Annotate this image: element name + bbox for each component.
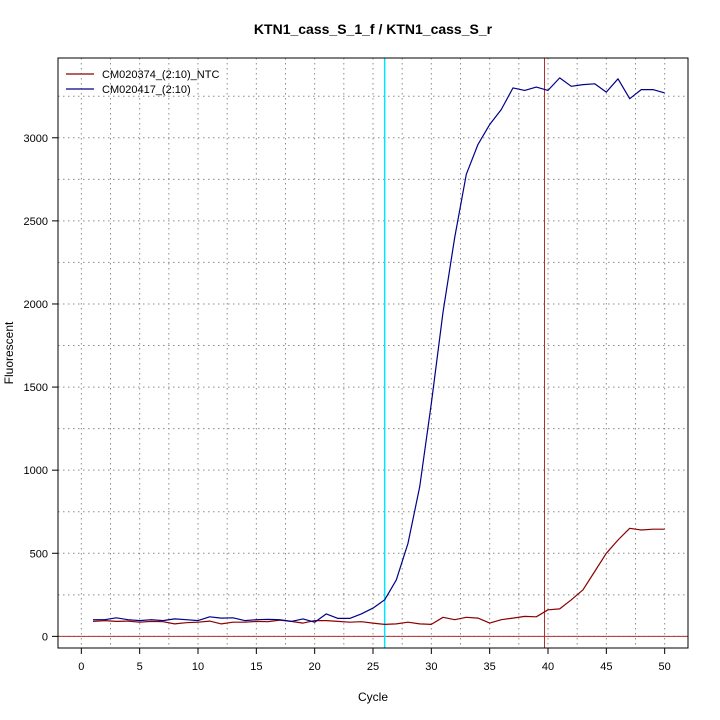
x-tick-label: 50 xyxy=(659,661,671,673)
x-tick-label: 20 xyxy=(309,661,321,673)
chart-title: KTN1_cass_S_1_f / KTN1_cass_S_r xyxy=(254,21,493,37)
x-tick-label: 35 xyxy=(484,661,496,673)
legend-label: CM020374_(2:10)_NTC xyxy=(102,69,219,81)
x-tick-label: 0 xyxy=(78,661,84,673)
grid xyxy=(58,58,688,648)
y-tick-label: 1500 xyxy=(24,382,48,394)
legend: CM020374_(2:10)_NTC CM020417_(2:10) xyxy=(66,69,219,96)
legend-label: CM020417_(2:10) xyxy=(102,84,191,96)
y-tick-label: 0 xyxy=(42,631,48,643)
x-axis: 0 5 10 15 20 25 30 35 40 45 50 xyxy=(78,648,671,673)
y-axis-label: Fluorescent xyxy=(2,321,16,384)
x-tick-label: 15 xyxy=(250,661,262,673)
series-lines xyxy=(92,77,665,626)
vertical-markers xyxy=(58,58,688,648)
y-axis: 0 500 1000 1500 2000 2500 3000 xyxy=(24,133,58,643)
series-line-1 xyxy=(92,527,665,626)
x-tick-label: 10 xyxy=(192,661,204,673)
x-axis-label: Cycle xyxy=(358,690,388,704)
y-tick-label: 2500 xyxy=(24,216,48,228)
y-tick-label: 500 xyxy=(30,548,48,560)
x-tick-label: 25 xyxy=(367,661,379,673)
y-tick-label: 2000 xyxy=(24,299,48,311)
x-tick-label: 40 xyxy=(542,661,554,673)
series-line-2 xyxy=(93,77,665,623)
x-tick-label: 5 xyxy=(137,661,143,673)
x-tick-label: 30 xyxy=(425,661,437,673)
y-tick-label: 3000 xyxy=(24,133,48,145)
y-tick-label: 1000 xyxy=(24,465,48,477)
x-tick-label: 45 xyxy=(600,661,612,673)
